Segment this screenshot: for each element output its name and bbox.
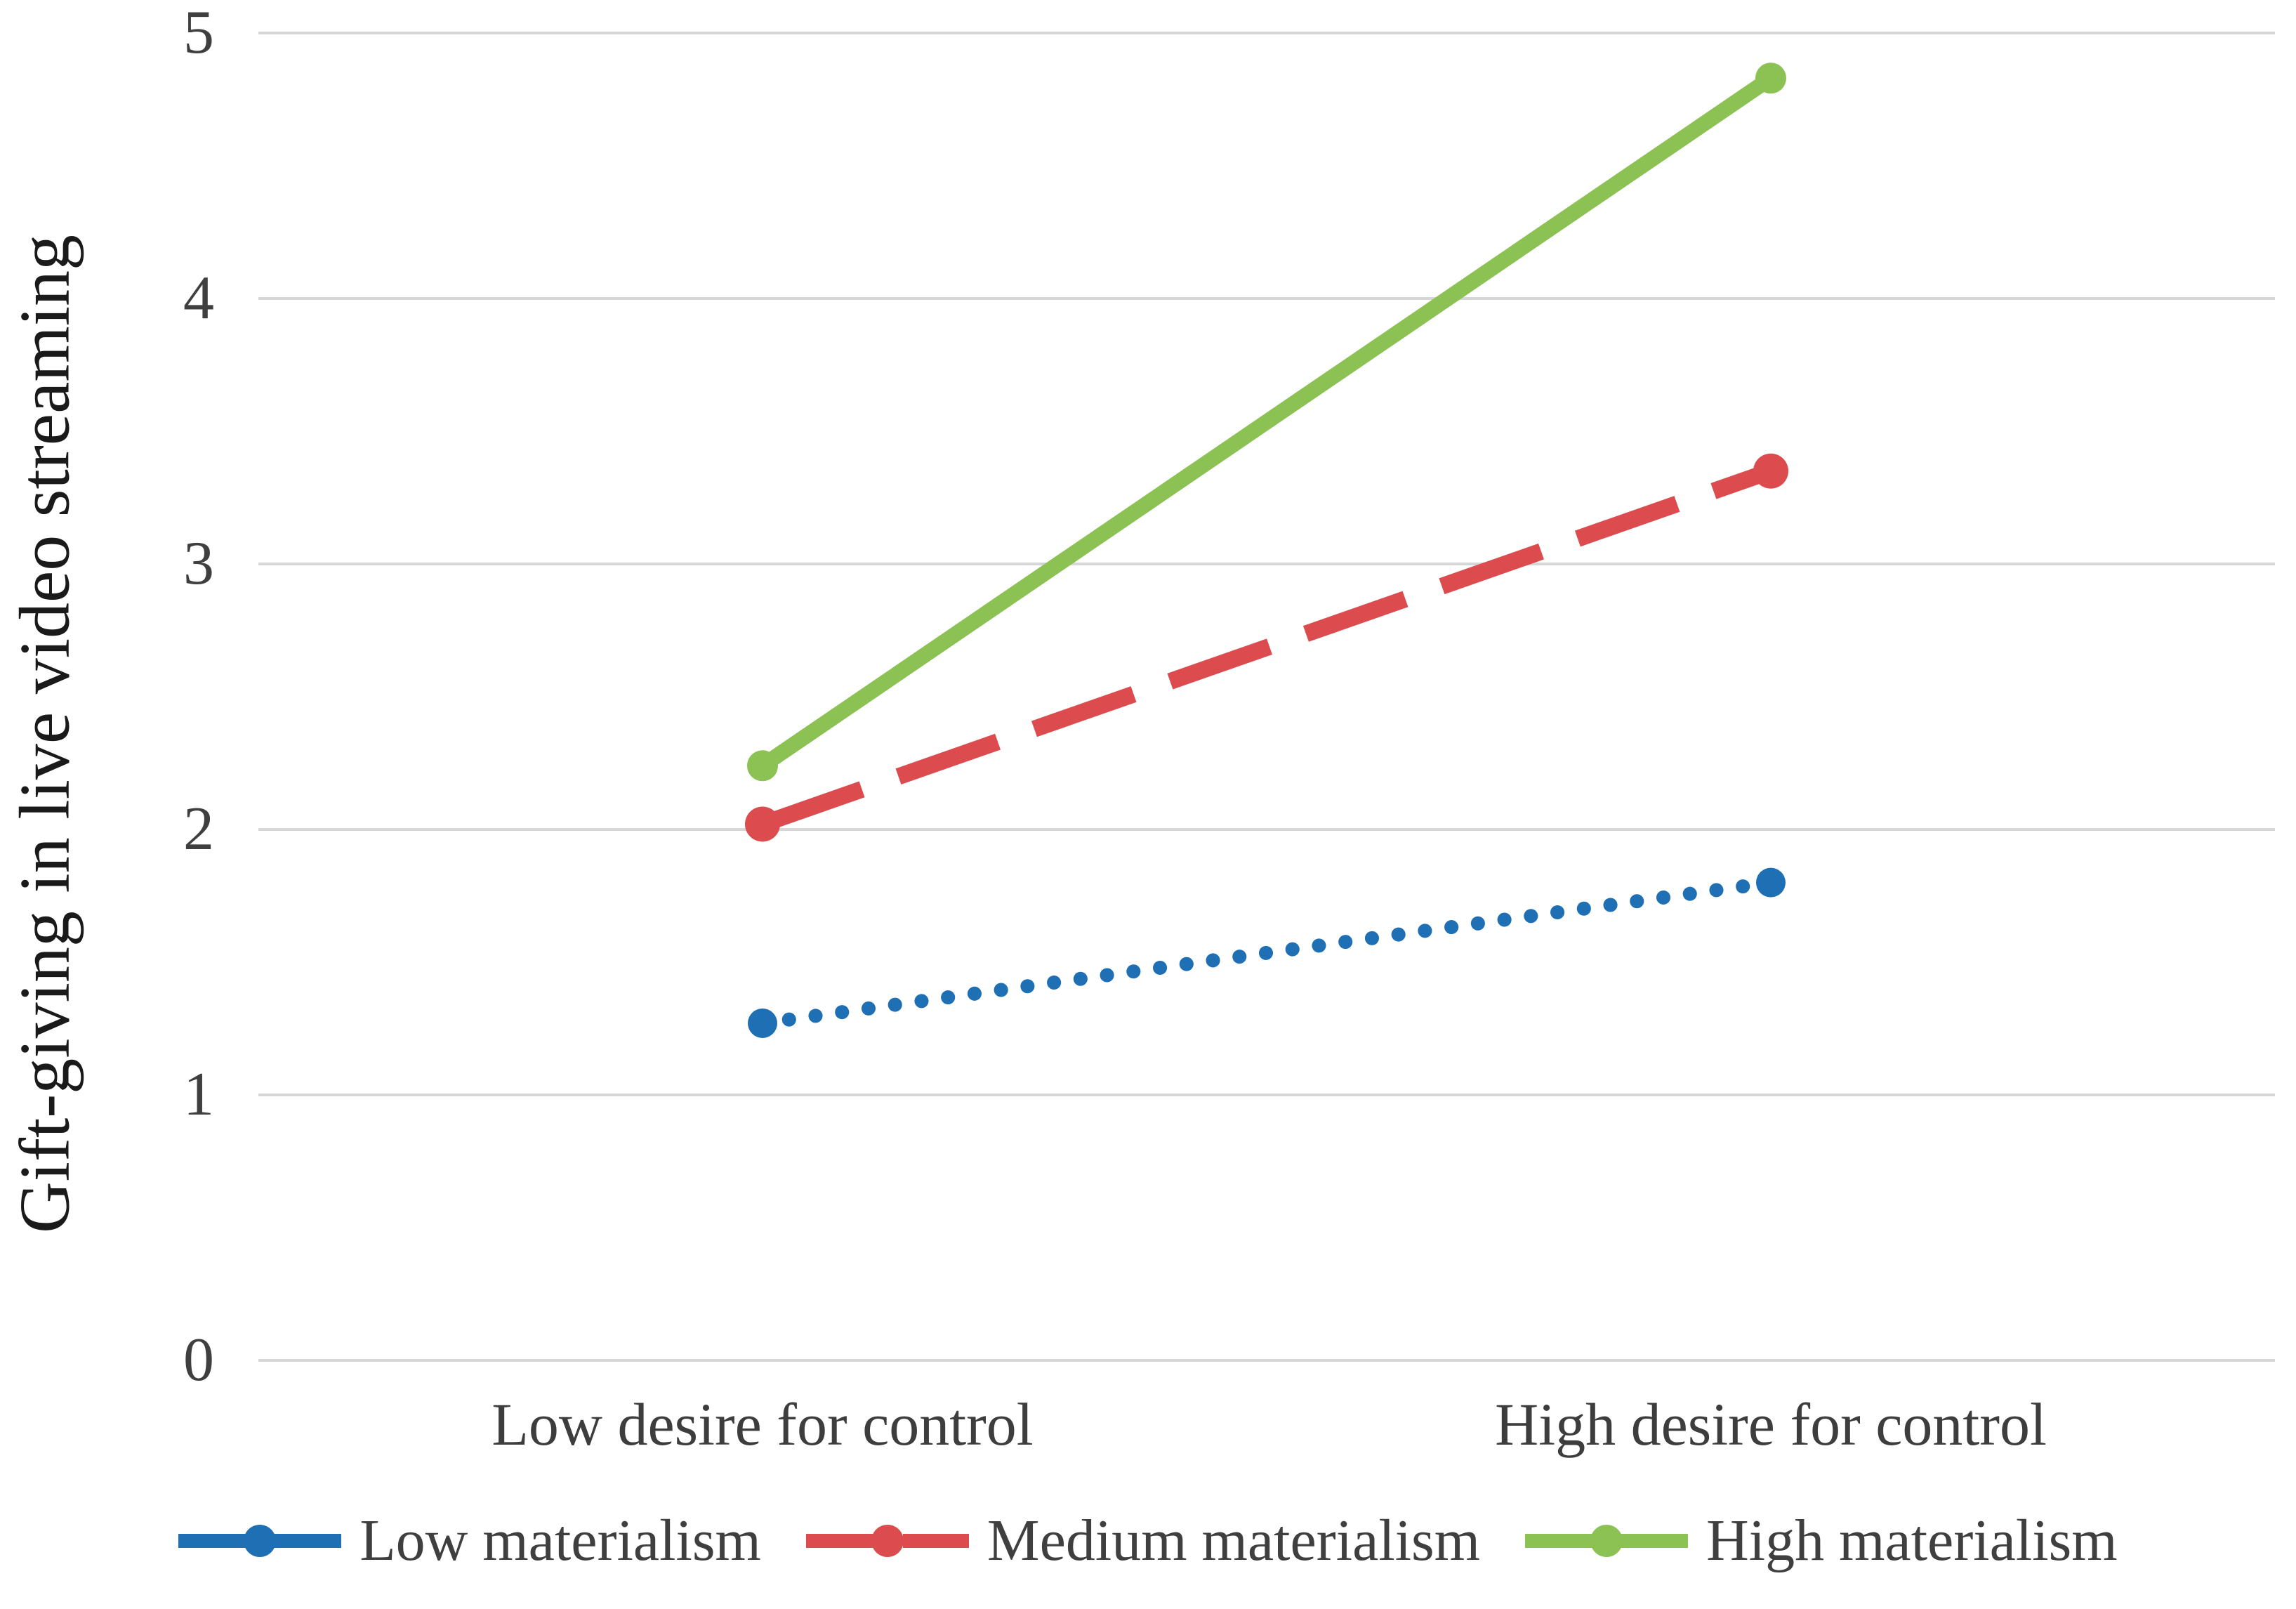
y-tick-label: 1 [183,1060,214,1129]
series-line-high-materialism [758,72,1776,773]
legend-swatch-high-materialism [1525,1525,1689,1557]
gridline [258,563,2275,565]
y-tick-label: 2 [183,795,214,863]
series-marker-high-materialism [747,750,778,782]
legend-entry-low-materialism: Low materialism [178,1511,761,1570]
x-tick-label: High desire for control [1495,1391,2047,1458]
series-marker-medium-materialism [1753,453,1788,489]
legend-label-low-materialism: Low materialism [359,1508,761,1573]
gridline [258,32,2275,34]
series-marker-medium-materialism [745,806,780,842]
y-tick-label: 4 [183,264,214,332]
gridline [258,297,2275,300]
legend-entry-high-materialism: High materialism [1525,1511,2118,1570]
gridline [258,1094,2275,1096]
x-tick-label: Low desire for control [491,1391,1034,1458]
series-marker-low-materialism [1756,867,1786,898]
series-marker-low-materialism [748,1008,777,1038]
series-line-medium-materialism [760,463,1774,832]
y-tick-label: 3 [183,530,214,598]
legend-swatch-low-materialism [178,1525,342,1557]
legend-entry-medium-materialism: Medium materialism [805,1508,1481,1573]
legend: Low materialism Medium materialism High ma… [0,1511,2296,1570]
gridline [258,1359,2275,1362]
legend-label-medium-materialism: Medium materialism [987,1508,1481,1573]
legend-swatch-medium-materialism [805,1525,969,1557]
gridline [258,828,2275,831]
y-tick-label: 0 [183,1326,214,1394]
legend-label-high-materialism: High materialism [1706,1508,2118,1573]
series-line-low-materialism [756,875,1778,1030]
series-marker-high-materialism [1755,63,1786,94]
y-tick-label: 5 [183,0,214,67]
